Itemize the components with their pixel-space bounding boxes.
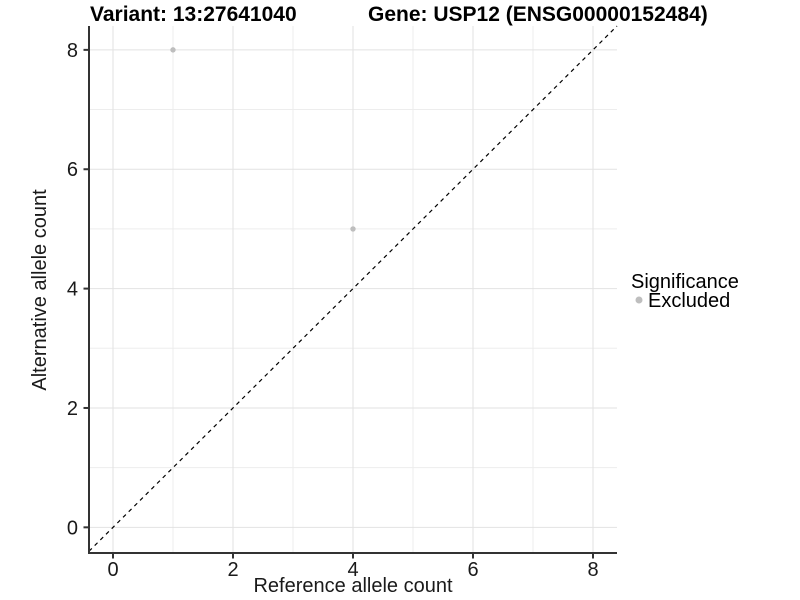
variant-title: Variant: 13:27641040 <box>90 3 297 26</box>
y-tick-label: 0 <box>67 517 78 539</box>
x-tick-label: 0 <box>107 559 118 581</box>
x-axis-title: Reference allele count <box>253 575 452 597</box>
y-axis-tick-marks <box>83 48 89 529</box>
data-points <box>170 47 356 232</box>
x-tick-label: 4 <box>347 559 358 581</box>
gene-title: Gene: USP12 (ENSG00000152484) <box>368 3 708 26</box>
y-tick-label: 2 <box>67 398 78 420</box>
y-tick-label: 4 <box>67 279 78 301</box>
y-axis-tick-labels: 0 2 4 6 8 <box>67 40 78 539</box>
gridlines-major <box>89 26 617 553</box>
legend: Significance Excluded <box>631 271 739 312</box>
data-point <box>170 47 176 53</box>
x-tick-label: 8 <box>587 559 598 581</box>
x-tick-label: 6 <box>467 559 478 581</box>
x-tick-label: 2 <box>227 559 238 581</box>
y-tick-label: 6 <box>67 159 78 181</box>
y-tick-label: 8 <box>67 40 78 62</box>
legend-title: Significance <box>631 271 739 293</box>
x-axis-tick-labels: 0 2 4 6 8 <box>107 559 598 581</box>
y-axis-title: Alternative allele count <box>29 189 51 391</box>
x-axis-tick-marks <box>112 553 594 559</box>
legend-entry-label: Excluded <box>648 290 730 312</box>
legend-point-icon <box>635 296 643 304</box>
data-point <box>350 226 356 232</box>
